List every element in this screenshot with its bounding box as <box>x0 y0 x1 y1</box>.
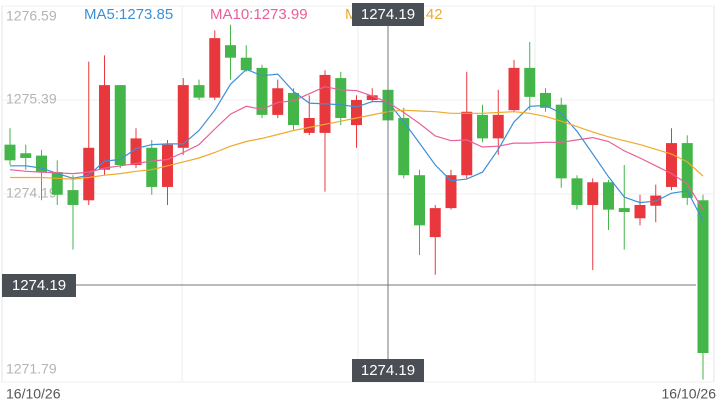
candle-body <box>666 143 677 187</box>
ma-line <box>10 68 704 221</box>
candle-body <box>36 155 47 173</box>
x-tick-label: 16/10/26 <box>662 386 717 402</box>
y-tick-label: 1274.19 <box>6 185 57 201</box>
candle-body <box>114 85 126 166</box>
ma-line <box>10 109 704 180</box>
candle-body <box>20 153 32 158</box>
candle-body <box>288 92 299 126</box>
candle-body <box>445 175 457 209</box>
crosshair-y-label: 1274.19 <box>12 277 66 294</box>
candle-body <box>83 147 95 201</box>
legend-entry: MA5:1273.85 <box>84 6 173 23</box>
candle-body <box>272 88 284 115</box>
ma-lines <box>9 68 704 221</box>
candle-body <box>4 144 16 161</box>
candle-body <box>335 78 347 119</box>
candle-body <box>587 182 599 205</box>
candle-body <box>177 85 189 148</box>
y-tick-label: 1271.79 <box>6 361 57 377</box>
candle-body <box>477 114 488 139</box>
candle-body <box>681 143 693 198</box>
crosshair-y-box <box>2 274 76 297</box>
candle-body <box>193 85 205 98</box>
candle-body <box>634 204 646 219</box>
candle-body <box>524 67 536 97</box>
candle-body <box>540 92 551 108</box>
candle-body <box>398 118 410 176</box>
candle-body <box>492 114 504 139</box>
candle-body <box>461 111 473 176</box>
x-axis: 16/10/26 16/10/26 <box>6 386 716 402</box>
candle-body <box>99 85 110 170</box>
crosshair-x-box <box>352 359 424 382</box>
candle-body <box>240 57 252 71</box>
candle-body <box>697 200 709 354</box>
candle-body <box>130 138 142 166</box>
candle-body <box>555 104 567 179</box>
crosshair-x-label: 1274.19 <box>361 362 415 379</box>
candle-body <box>51 172 63 195</box>
y-tick-label: 1275.39 <box>6 91 57 107</box>
candle-body <box>429 208 441 238</box>
candle-body <box>351 100 362 126</box>
candle-body <box>256 67 268 115</box>
candle-body <box>209 38 221 98</box>
candle-body <box>366 95 378 100</box>
candle-body <box>67 190 79 205</box>
candle-body <box>603 182 614 210</box>
candle-body <box>618 208 630 213</box>
crosshair-top-label: 1274.19 <box>361 6 415 23</box>
candle-body <box>571 178 583 205</box>
x-tick-label: 16/10/26 <box>6 386 61 402</box>
crosshair: 1274.19 1274.19 1274.19 <box>2 3 696 382</box>
legend-entry: MA10:1273.99 <box>210 6 308 23</box>
candle-body <box>414 175 425 226</box>
ma-line <box>9 86 704 211</box>
crosshair-top-box <box>352 3 424 26</box>
candle-body <box>225 45 236 58</box>
candle-body <box>508 67 520 111</box>
y-tick-label: 1276.59 <box>6 8 57 24</box>
candle-body <box>146 147 158 187</box>
candle-body <box>303 118 315 133</box>
